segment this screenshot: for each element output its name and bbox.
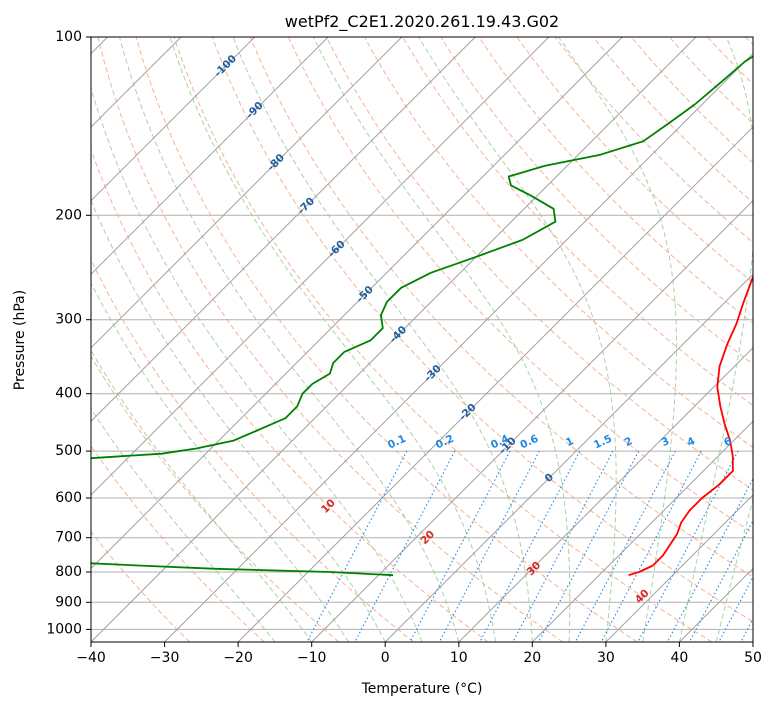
isotherm-line bbox=[91, 37, 550, 496]
moist-adiabat bbox=[678, 37, 753, 642]
chart-title: wetPf2_C2E1.2020.261.19.43.G02 bbox=[285, 12, 559, 32]
y-tick-label: 400 bbox=[55, 386, 82, 402]
y-tick-label: 700 bbox=[55, 530, 82, 546]
profile-series bbox=[91, 55, 753, 577]
dry-adiabat bbox=[211, 37, 753, 623]
dry-adiabat bbox=[287, 37, 753, 534]
moist-adiabat bbox=[312, 37, 571, 642]
moist-adiabat bbox=[119, 37, 460, 642]
moist-adiabat bbox=[232, 37, 533, 642]
mixing-ratio-label: 4 bbox=[685, 435, 697, 449]
isotherm-line bbox=[91, 37, 256, 202]
plot-area: -100-90-80-70-60-50-40-30-20-10010203040… bbox=[91, 37, 764, 642]
pressure-gridlines bbox=[91, 37, 753, 630]
moist-adiabat bbox=[715, 497, 753, 642]
dry-adiabat bbox=[97, 37, 563, 642]
dry-adiabat bbox=[326, 37, 753, 491]
mixing-ratio-label: 1 bbox=[564, 435, 576, 449]
y-tick-label: 200 bbox=[55, 207, 82, 223]
y-axis-label: Pressure (hPa) bbox=[12, 290, 28, 390]
y-tick-label: 1000 bbox=[46, 621, 82, 637]
y-tick-label: 300 bbox=[55, 312, 82, 328]
x-tick-label: 40 bbox=[670, 650, 688, 666]
moist-adiabat bbox=[91, 199, 386, 642]
isotherm-line bbox=[458, 347, 753, 642]
isotherm-line bbox=[91, 37, 403, 349]
mixing-ratio-label: 6 bbox=[722, 435, 734, 449]
dry-adiabat bbox=[249, 37, 753, 578]
dry-adiabat bbox=[91, 258, 414, 642]
x-axis-ticks: −40 −30 −20 −10 0 10 20 30 40 50 bbox=[76, 642, 762, 666]
moist-adiabat bbox=[91, 407, 276, 642]
dry-adiabat bbox=[173, 37, 713, 642]
x-tick-label: 20 bbox=[523, 650, 541, 666]
x-tick-label: −10 bbox=[297, 650, 327, 666]
isotherm-line bbox=[311, 199, 753, 642]
isotherm-line bbox=[605, 494, 753, 642]
y-tick-label: 900 bbox=[55, 594, 82, 610]
x-axis-label: Temperature (°C) bbox=[361, 681, 483, 697]
isotherm-line bbox=[531, 420, 753, 642]
dry-adiabat bbox=[91, 530, 191, 642]
x-tick-label: 50 bbox=[744, 650, 762, 666]
mixing-ratio-label: 3 bbox=[660, 435, 672, 449]
x-tick-label: 10 bbox=[450, 650, 468, 666]
dry-adiabat bbox=[592, 37, 753, 204]
y-tick-label: 500 bbox=[55, 443, 82, 459]
x-tick-label: 30 bbox=[597, 650, 615, 666]
dry-adiabats bbox=[91, 37, 753, 642]
isotherm-line bbox=[164, 52, 753, 642]
moist-adiabat bbox=[169, 37, 497, 642]
x-tick-label: 0 bbox=[381, 650, 390, 666]
x-tick-label: −30 bbox=[150, 650, 180, 666]
moist-adiabat bbox=[418, 37, 617, 642]
moist-adiabat bbox=[91, 281, 349, 642]
y-axis-ticks: 100 200 300 400 500 600 700 800 900 1000 bbox=[46, 29, 91, 637]
isotherm-line bbox=[384, 273, 753, 642]
dry-adiabat bbox=[135, 37, 638, 642]
plot-frame bbox=[90, 36, 754, 643]
mixing-ratio-label: 2 bbox=[623, 435, 635, 449]
x-tick-label: −20 bbox=[223, 650, 253, 666]
isotherm-line bbox=[237, 126, 753, 642]
isotherm-line bbox=[91, 37, 476, 423]
dry-adiabat bbox=[440, 37, 753, 365]
dry-adiabat bbox=[402, 37, 753, 407]
dewpoint-profile-line bbox=[91, 55, 753, 577]
temperature-profile-line bbox=[628, 274, 753, 577]
isotherm-line bbox=[91, 37, 623, 570]
dry-adiabat bbox=[91, 355, 340, 642]
isotherm-line bbox=[91, 37, 329, 275]
mixing-ratio-label: 8 bbox=[752, 435, 764, 449]
dry-adiabat bbox=[91, 148, 489, 642]
isotherms bbox=[91, 37, 753, 642]
y-tick-label: 600 bbox=[55, 490, 82, 506]
y-tick-label: 100 bbox=[55, 29, 82, 45]
dry-adiabat bbox=[516, 37, 753, 284]
isotherm-line bbox=[91, 37, 697, 642]
y-tick-label: 800 bbox=[55, 564, 82, 580]
dry-adiabat bbox=[478, 37, 753, 324]
x-tick-label: −40 bbox=[76, 650, 106, 666]
